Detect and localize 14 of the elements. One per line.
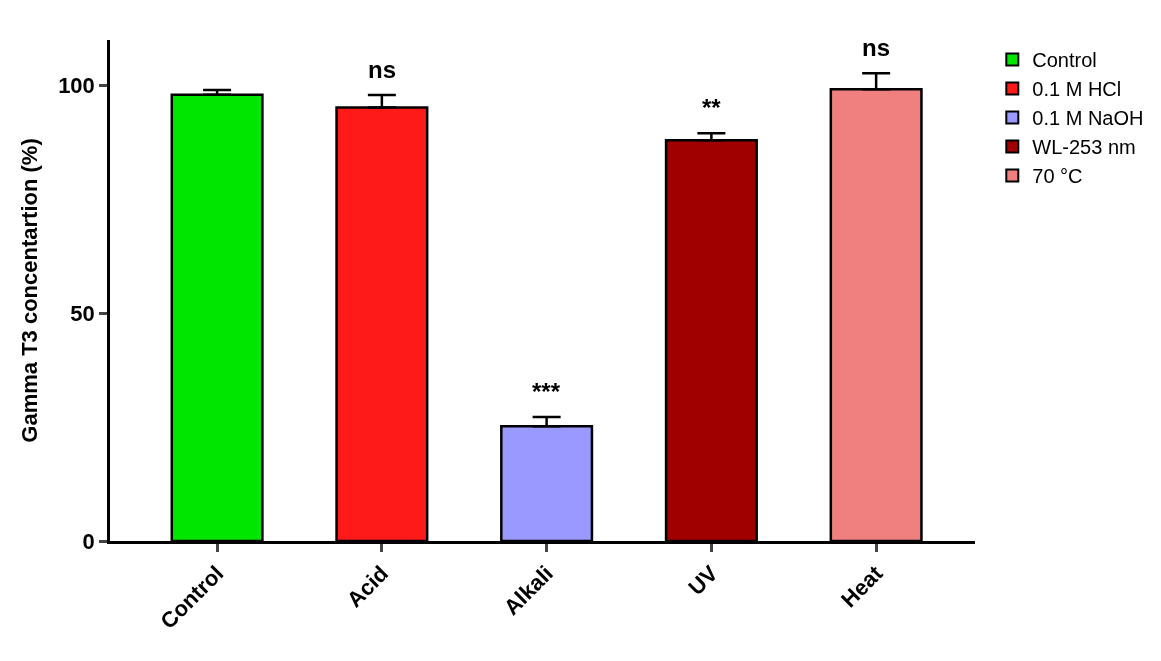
legend-label: WL-253 nm — [1032, 136, 1136, 159]
y-axis-title: Gamma T3 concentartion (%) — [16, 138, 42, 443]
y-tick-label: 0 — [82, 528, 95, 554]
y-tick-label: 50 — [70, 300, 95, 326]
x-tick-label: UV — [683, 560, 723, 601]
legend-label: 0.1 M HCl — [1032, 78, 1122, 101]
legend-label: 70 °C — [1032, 165, 1083, 188]
annotation: ns — [368, 56, 397, 83]
annotation: ** — [702, 94, 722, 121]
annotation: *** — [532, 378, 561, 405]
legend-label: 0.1 M NaOH — [1032, 107, 1144, 130]
y-tick-label: 100 — [58, 73, 95, 99]
annotation: ns — [862, 34, 891, 61]
legend-label: Control — [1032, 49, 1097, 72]
